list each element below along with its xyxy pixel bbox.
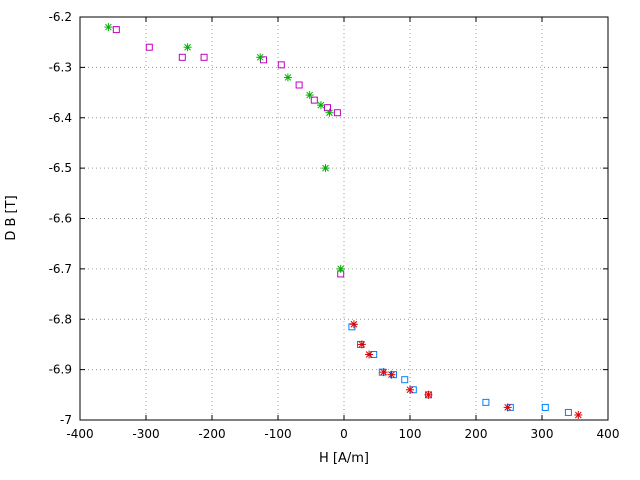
data-point-square	[333, 109, 341, 117]
data-point-asterisk	[284, 74, 292, 81]
data-point-asterisk	[358, 341, 366, 348]
y-tick-label: -6.3	[49, 60, 72, 74]
y-tick-label: -7	[60, 413, 72, 427]
x-tick-label: -100	[264, 427, 291, 441]
x-tick-label: 200	[465, 427, 488, 441]
y-tick-label: -6.7	[49, 262, 72, 276]
x-tick-label: 400	[597, 427, 620, 441]
data-point-square	[295, 81, 303, 89]
y-tick-label: -6.8	[49, 312, 72, 326]
data-point-square	[482, 398, 490, 406]
data-point-asterisk	[388, 371, 395, 379]
x-tick-label: 300	[531, 427, 554, 441]
y-tick-label: -6.5	[49, 161, 72, 175]
data-point-asterisk	[350, 320, 358, 328]
y-axis-label: D B [T]	[4, 195, 19, 240]
chart-generated-layer: -400 -300 -200 -100 0 100 200 300 400 -7 -6.9 -6.8 -…	[49, 10, 620, 441]
data-point-asterisk	[105, 23, 112, 31]
data-point-asterisk	[256, 53, 264, 61]
data-point-asterisk	[326, 109, 333, 117]
y-tick-label: -6.6	[49, 212, 72, 226]
data-point-asterisk	[184, 43, 191, 51]
x-axis-label: H [A/m]	[319, 451, 369, 466]
data-point-square	[112, 26, 120, 34]
data-point-square	[145, 43, 153, 51]
y-tick-label: -6.4	[49, 111, 72, 125]
plot-border	[79, 16, 609, 421]
x-tick-label: -300	[132, 427, 159, 441]
x-tick-label: -200	[198, 427, 225, 441]
data-point-square	[310, 96, 318, 104]
y-tick-label: -6.9	[49, 363, 72, 377]
data-point-square	[200, 53, 208, 61]
data-point-asterisk	[425, 391, 432, 399]
data-point-asterisk	[317, 101, 325, 109]
data-point-square	[277, 61, 285, 69]
x-tick-label: 0	[340, 427, 348, 441]
data-point-square	[541, 403, 549, 411]
data-point-square	[178, 53, 186, 61]
data-point-square	[564, 408, 572, 416]
data-point-asterisk	[365, 351, 373, 358]
x-tick-label: 100	[399, 427, 422, 441]
y-tick-label: -6.2	[49, 10, 72, 24]
data-point-asterisk	[337, 265, 345, 273]
x-tick-label: -400	[66, 427, 93, 441]
data-point-asterisk	[322, 164, 329, 172]
data-point-asterisk	[504, 404, 512, 411]
data-point-asterisk	[574, 411, 582, 419]
data-point-asterisk	[306, 91, 314, 99]
data-point-asterisk	[380, 368, 387, 376]
data-point-asterisk	[406, 386, 414, 394]
data-point-square	[401, 376, 409, 384]
